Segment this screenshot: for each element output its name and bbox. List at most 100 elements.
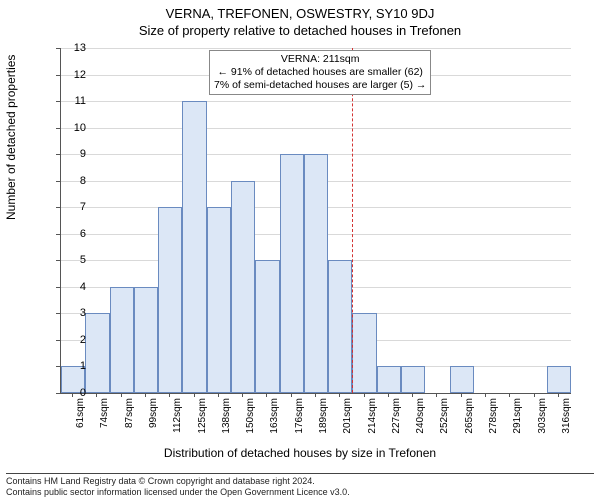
x-tick-label: 240sqm [415, 398, 426, 448]
chart-title-subtitle: Size of property relative to detached ho… [0, 21, 600, 38]
y-tick-mark [56, 340, 60, 341]
x-tick-mark [194, 393, 195, 397]
plot-area: VERNA: 211sqm ← 91% of detached houses a… [60, 48, 571, 394]
histogram-bar [255, 260, 279, 393]
x-tick-mark [121, 393, 122, 397]
x-tick-mark [558, 393, 559, 397]
x-tick-mark [96, 393, 97, 397]
y-tick-label: 8 [46, 175, 86, 187]
annotation-line3: 7% of semi-detached houses are larger (5… [214, 79, 426, 92]
y-tick-label: 3 [46, 307, 86, 319]
histogram-bar [182, 101, 206, 393]
x-tick-label: 99sqm [148, 398, 159, 448]
x-tick-label: 291sqm [512, 398, 523, 448]
histogram-bar [377, 366, 401, 393]
histogram-bar [328, 260, 352, 393]
x-tick-label: 316sqm [561, 398, 572, 448]
x-tick-mark [412, 393, 413, 397]
y-tick-mark [56, 48, 60, 49]
histogram-bar [85, 313, 109, 393]
x-tick-mark [509, 393, 510, 397]
gridline [61, 128, 571, 129]
x-tick-mark [315, 393, 316, 397]
y-tick-mark [56, 181, 60, 182]
x-axis-label: Distribution of detached houses by size … [0, 446, 600, 460]
annotation-line2: ← 91% of detached houses are smaller (62… [214, 66, 426, 79]
x-tick-mark [388, 393, 389, 397]
y-tick-mark [56, 260, 60, 261]
x-tick-label: 87sqm [124, 398, 135, 448]
y-tick-mark [56, 128, 60, 129]
y-tick-mark [56, 287, 60, 288]
x-tick-label: 74sqm [99, 398, 110, 448]
histogram-bar [450, 366, 474, 393]
y-axis-label: Number of detached properties [4, 55, 18, 220]
histogram-bar [231, 181, 255, 393]
gridline [61, 101, 571, 102]
y-tick-mark [56, 154, 60, 155]
footer-line1: Contains HM Land Registry data © Crown c… [6, 476, 594, 487]
x-tick-label: 303sqm [537, 398, 548, 448]
x-tick-mark [291, 393, 292, 397]
y-tick-label: 5 [46, 254, 86, 266]
y-tick-label: 10 [46, 122, 86, 134]
histogram-bar [280, 154, 304, 393]
x-tick-mark [436, 393, 437, 397]
x-tick-mark [242, 393, 243, 397]
y-tick-label: 11 [46, 95, 86, 107]
x-tick-label: 265sqm [464, 398, 475, 448]
y-tick-label: 4 [46, 281, 86, 293]
annotation-box: VERNA: 211sqm ← 91% of detached houses a… [209, 50, 431, 95]
annotation-line1: VERNA: 211sqm [214, 53, 426, 66]
x-tick-label: 163sqm [269, 398, 280, 448]
x-tick-label: 61sqm [75, 398, 86, 448]
x-tick-mark [364, 393, 365, 397]
x-tick-label: 176sqm [294, 398, 305, 448]
gridline [61, 48, 571, 49]
x-tick-mark [534, 393, 535, 397]
histogram-bar [207, 207, 231, 393]
histogram-bar [304, 154, 328, 393]
reference-line [352, 48, 353, 393]
histogram-bar [134, 287, 158, 393]
y-tick-mark [56, 366, 60, 367]
histogram-bar [547, 366, 571, 393]
y-tick-label: 6 [46, 228, 86, 240]
y-tick-mark [56, 234, 60, 235]
y-tick-label: 12 [46, 69, 86, 81]
x-tick-label: 278sqm [488, 398, 499, 448]
y-tick-mark [56, 313, 60, 314]
x-tick-mark [218, 393, 219, 397]
footer: Contains HM Land Registry data © Crown c… [6, 473, 594, 498]
x-tick-mark [169, 393, 170, 397]
y-tick-mark [56, 207, 60, 208]
x-tick-label: 252sqm [439, 398, 450, 448]
y-tick-label: 1 [46, 360, 86, 372]
y-tick-label: 7 [46, 201, 86, 213]
y-tick-label: 9 [46, 148, 86, 160]
y-tick-label: 2 [46, 334, 86, 346]
y-tick-mark [56, 101, 60, 102]
x-tick-label: 201sqm [342, 398, 353, 448]
histogram-bar [401, 366, 425, 393]
x-tick-label: 189sqm [318, 398, 329, 448]
x-tick-label: 214sqm [367, 398, 378, 448]
footer-line2: Contains public sector information licen… [6, 487, 594, 498]
x-tick-label: 227sqm [391, 398, 402, 448]
chart-container: VERNA, TREFONEN, OSWESTRY, SY10 9DJ Size… [0, 0, 600, 500]
chart-title-address: VERNA, TREFONEN, OSWESTRY, SY10 9DJ [0, 0, 600, 21]
y-tick-mark [56, 75, 60, 76]
x-tick-mark [145, 393, 146, 397]
histogram-bar [352, 313, 376, 393]
x-tick-label: 125sqm [197, 398, 208, 448]
x-tick-mark [339, 393, 340, 397]
histogram-bar [110, 287, 134, 393]
y-tick-label: 13 [46, 42, 86, 54]
histogram-bar [158, 207, 182, 393]
y-tick-mark [56, 393, 60, 394]
x-tick-mark [72, 393, 73, 397]
x-tick-label: 150sqm [245, 398, 256, 448]
x-tick-mark [461, 393, 462, 397]
x-tick-label: 138sqm [221, 398, 232, 448]
x-tick-label: 112sqm [172, 398, 183, 448]
